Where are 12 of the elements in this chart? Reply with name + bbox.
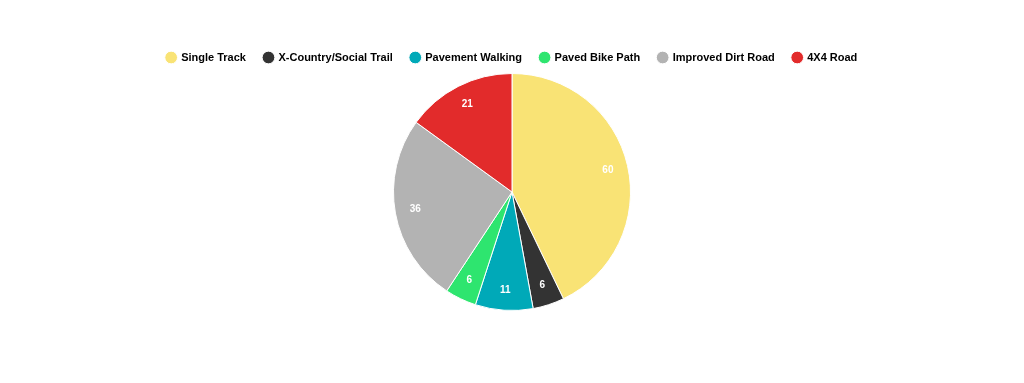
legend-label: Paved Bike Path — [554, 50, 641, 63]
data-label: 6 — [466, 274, 473, 286]
legend-label: 4X4 Road — [807, 50, 858, 63]
legend-label: Single Track — [181, 50, 247, 63]
legend-label: Improved Dirt Road — [672, 50, 775, 63]
data-label: 11 — [500, 283, 512, 295]
data-label: 36 — [409, 203, 422, 215]
data-label: 6 — [539, 279, 546, 291]
legend-label: X-Country/Social Trail — [278, 50, 393, 63]
legend-label: Pavement Walking — [425, 50, 523, 63]
data-label: 60 — [602, 163, 614, 175]
data-label: 21 — [461, 98, 474, 110]
